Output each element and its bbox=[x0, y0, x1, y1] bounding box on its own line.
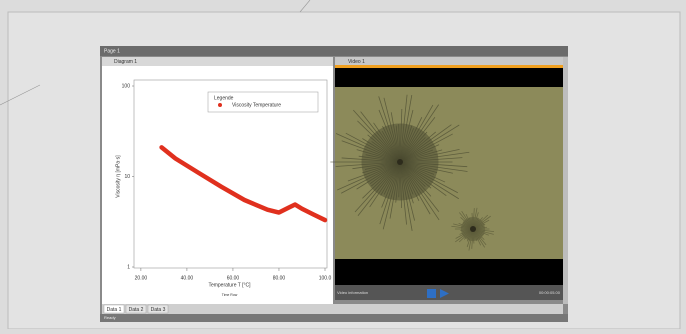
y-axis-label: Viscosity η [mPa·s] bbox=[115, 155, 121, 198]
video-controls[interactable] bbox=[335, 285, 563, 300]
tab-label: Data 1 bbox=[107, 307, 122, 313]
x-axis-label: Temperature T [°C] bbox=[208, 282, 251, 288]
y-tick-label: 1 bbox=[127, 264, 130, 270]
video-time: 00:00:05.00 bbox=[539, 290, 561, 295]
tabs: Data 1 Data 2 Data 3 bbox=[104, 305, 168, 313]
x-tick-label: 100.0 bbox=[319, 275, 332, 281]
y-tick-label: 10 bbox=[124, 174, 130, 180]
active-strip bbox=[335, 65, 563, 68]
page: Page 1 Diagram 1 Video 1 Video informati… bbox=[0, 0, 686, 334]
status: Ready bbox=[104, 315, 116, 320]
video-info: Video information bbox=[337, 290, 368, 295]
tab-bar bbox=[102, 304, 563, 314]
title-bar bbox=[100, 46, 568, 56]
x-tick-label: 40.00 bbox=[181, 275, 194, 281]
screen: Page 1 Diagram 1 Video 1 Video informati… bbox=[0, 0, 686, 329]
status-bar bbox=[100, 314, 568, 322]
pane-title: Diagram 1 bbox=[114, 59, 137, 65]
pane-header bbox=[335, 57, 563, 66]
tab-label: Data 2 bbox=[129, 307, 144, 313]
tab-label: Data 3 bbox=[151, 307, 166, 313]
legend-marker bbox=[218, 103, 222, 107]
x-note: Time Row bbox=[222, 293, 238, 297]
legend-label: Viscosity Temperature bbox=[232, 102, 281, 108]
window-title: Page 1 bbox=[104, 48, 120, 54]
scrollbar[interactable] bbox=[563, 57, 568, 304]
x-tick-label: 80.00 bbox=[273, 275, 286, 281]
y-tick-label: 100 bbox=[122, 83, 131, 89]
x-tick-label: 60.00 bbox=[227, 275, 240, 281]
stop-button[interactable] bbox=[427, 289, 436, 298]
legend-title: Legende bbox=[214, 95, 234, 101]
x-tick-label: 20.00 bbox=[135, 275, 148, 281]
crystal-core bbox=[397, 159, 403, 165]
crystal-core bbox=[470, 226, 476, 232]
pane-title: Video 1 bbox=[348, 59, 365, 65]
